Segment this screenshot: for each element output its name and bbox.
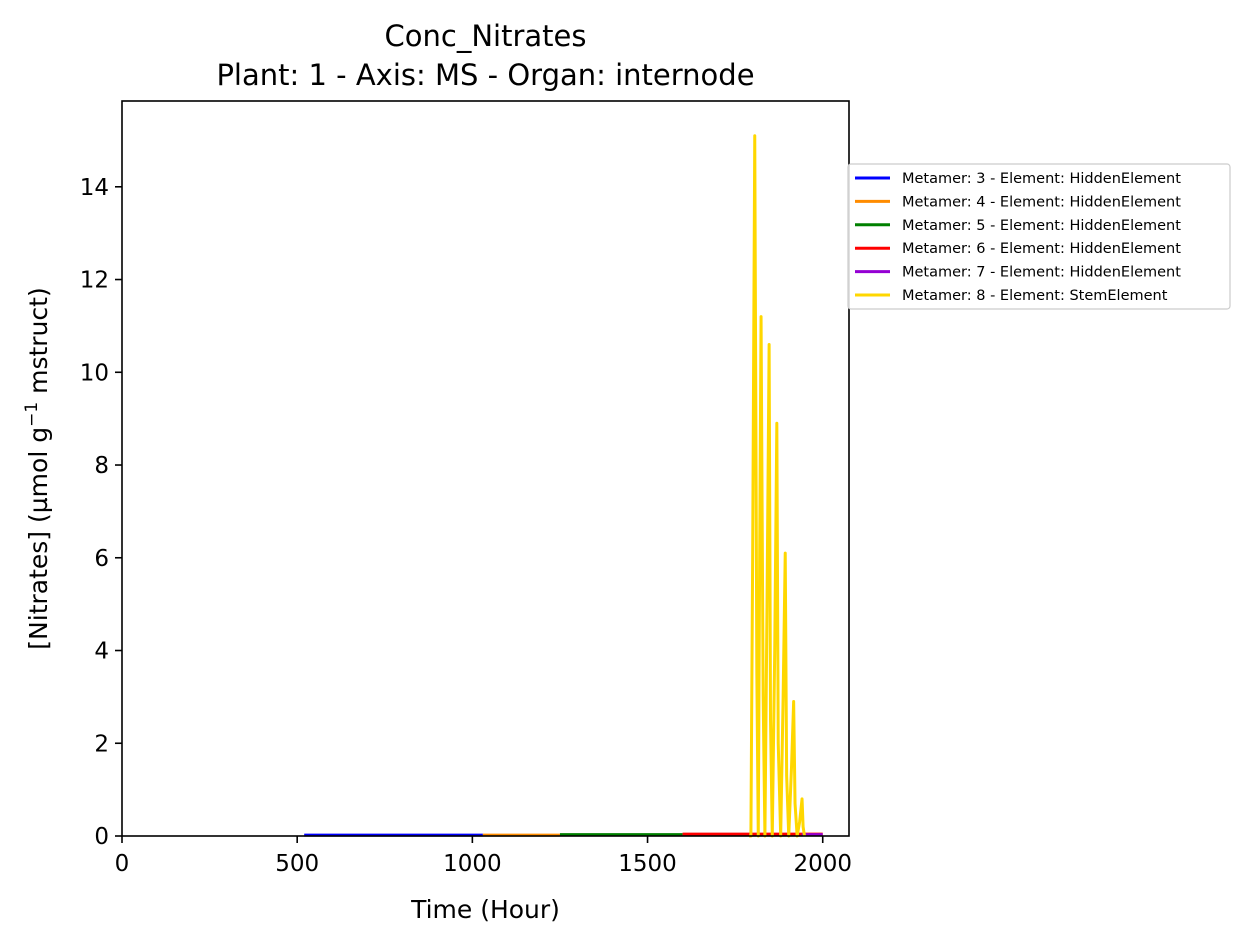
y-tick-label-0: 0	[94, 824, 109, 850]
legend-label-4: Metamer: 6 - Element: HiddenElement	[902, 241, 1181, 257]
y-tick-label-7: 14	[80, 175, 109, 201]
legend-label-6: Metamer: 8 - Element: StemElement	[902, 288, 1168, 304]
y-axis-label-main: [Nitrates] (µmol g	[24, 427, 53, 650]
y-axis-label-unit: mstruct)	[24, 287, 53, 402]
y-tick-label-1: 2	[94, 731, 109, 757]
y-tick-label-4: 8	[94, 453, 109, 479]
y-axis-label: [Nitrates] (µmol g−1 mstruct)	[22, 287, 53, 649]
legend-label-3: Metamer: 5 - Element: HiddenElement	[902, 218, 1181, 234]
legend-label-5: Metamer: 7 - Element: HiddenElement	[902, 265, 1181, 281]
series-line-6	[749, 134, 806, 838]
y-axis: 0 2 4 6 8 10 12 14	[80, 175, 122, 850]
y-tick-label-5: 10	[80, 360, 109, 386]
y-tick-label-2: 4	[94, 639, 109, 665]
axes-frame	[121, 100, 850, 837]
x-tick-label-2: 1000	[443, 851, 502, 877]
x-tick-label-4: 2000	[793, 851, 852, 877]
chart-title: Conc_Nitrates	[385, 19, 587, 53]
y-axis-label-superscript: −1	[22, 402, 42, 427]
x-axis-label: Time (Hour)	[410, 895, 560, 924]
legend-frame	[847, 163, 1231, 310]
series-group	[304, 134, 823, 838]
y-tick-label-6: 12	[80, 268, 109, 294]
legend-label-1: Metamer: 3 - Element: HiddenElement	[902, 171, 1181, 187]
plot-area	[121, 100, 850, 838]
y-tick-label-3: 6	[94, 546, 109, 572]
x-tick-label-3: 1500	[618, 851, 677, 877]
legend-label-2: Metamer: 4 - Element: HiddenElement	[902, 194, 1181, 210]
x-tick-label-0: 0	[115, 851, 130, 877]
legend: Metamer: 3 - Element: HiddenElement Metam…	[847, 163, 1231, 310]
x-axis: 0 500 1000 1500 2000	[115, 836, 852, 877]
legend-items: Metamer: 3 - Element: HiddenElement Metam…	[855, 171, 1181, 304]
x-tick-label-1: 500	[275, 851, 319, 877]
chart-subtitle: Plant: 1 - Axis: MS - Organ: internode	[216, 58, 754, 92]
